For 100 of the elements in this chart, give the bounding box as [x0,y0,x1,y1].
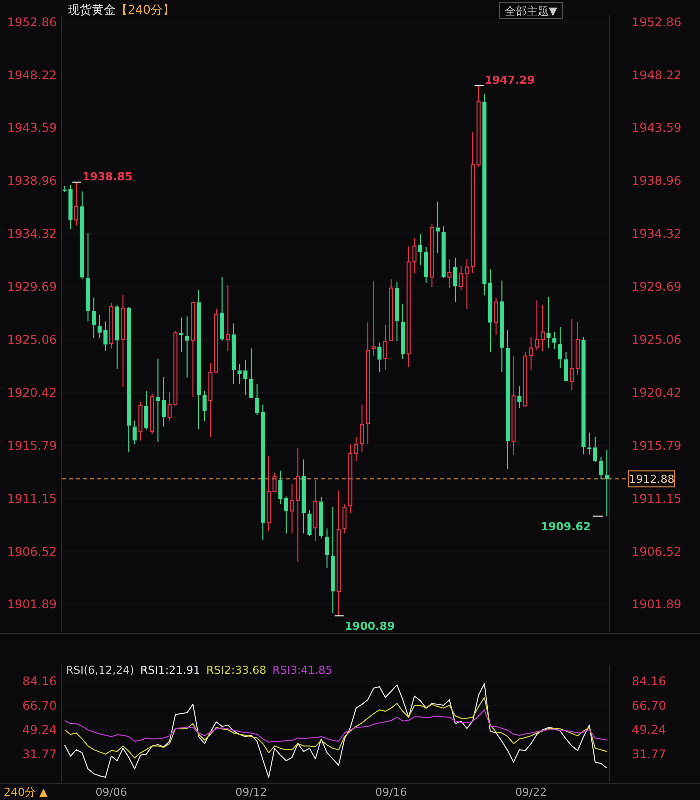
chart-subtitle: 【240分】 [116,3,175,17]
text: RSI2:33.68 [206,664,267,677]
y-tick-label: 31.77 [22,747,57,762]
y2-tick-label: 1906.52 [632,544,682,559]
candlestick [588,432,592,456]
candlestick [127,307,132,454]
candlestick [348,444,353,514]
y-tick-label: 1925.06 [7,332,57,347]
candlestick [576,322,580,376]
annotation: 1947.29 [484,74,535,87]
y-tick-label: 1934.32 [7,227,57,242]
y2-tick-label: 66.70 [632,698,666,713]
candlestick [92,297,96,339]
candlestick [424,246,428,284]
text: 240分 ▲ [4,786,48,799]
y-tick-label: 1938.96 [7,174,57,188]
candlestick [156,358,160,443]
candlestick [162,376,166,428]
y2-tick-label: 1948.22 [632,68,682,82]
candlestick [331,506,336,614]
y2-tick-label: 1901.89 [632,598,682,612]
candlestick [453,258,458,303]
candlestick [430,224,434,288]
candlestick [284,496,288,534]
ref-line-label: 1912.88 [629,473,675,486]
candlestick [121,294,126,388]
candlestick [86,232,90,322]
candlestick [384,324,388,371]
candlestick [500,280,504,373]
candlestick [540,304,545,352]
y2-tick-label: 1929.69 [632,280,682,294]
candlestick [442,226,446,279]
candlestick [115,304,120,370]
candlestick [354,436,358,462]
text: RSI1:21.91 [140,664,201,677]
candlestick [208,362,213,438]
candlestick [482,94,487,296]
annotation: 1900.89 [344,620,396,634]
candlestick [582,336,586,456]
candlestick [132,420,137,446]
candlestick [401,303,406,360]
candlestick [529,336,534,372]
candlestick [220,276,224,342]
candlestick [599,456,604,480]
candlestick [488,268,493,353]
candlestick [605,450,610,517]
chart-title: 现货黄金 [68,3,116,17]
y-tick-label: 1915.79 [7,438,57,453]
y-tick-label: 1952.86 [7,15,57,30]
y-tick-label: 1901.89 [7,598,57,612]
annotation: 1938.85 [82,170,133,184]
candlestick [512,356,516,456]
candlestick [144,390,149,430]
y2-tick-label: 1952.86 [632,15,682,30]
y2-tick-label: 1911.15 [632,492,682,506]
candlestick [278,470,283,505]
line-series [64,697,608,759]
y2-tick-label: 1925.06 [632,332,682,347]
candlestick [558,326,562,368]
candlestick [196,290,202,430]
y2-tick-label: 1943.59 [632,121,682,136]
y-tick-label: 1948.22 [7,68,57,82]
y-tick-label: 1906.52 [7,544,57,559]
y2-tick-label: 1934.32 [632,227,682,242]
candlestick [202,390,207,422]
y-tick-label: 84.16 [22,674,57,688]
y2-tick-label: 49.24 [632,723,666,738]
y2-tick-label: 31.77 [632,747,666,762]
x-tick-label: 09/22 [515,786,548,799]
candlestick [308,510,312,537]
x-tick-label: 09/06 [96,786,128,799]
candlestick [74,182,79,226]
y2-tick-label: 1920.42 [632,386,682,400]
candlestick [418,234,423,266]
y-tick-label: 1943.59 [7,121,57,136]
candlestick [366,322,370,444]
line-series [64,683,608,778]
y2-tick-label: 1938.96 [632,174,682,188]
candlestick [179,317,184,353]
candlestick [226,284,230,352]
candlestick [325,528,330,569]
text: RSI3:41.85 [272,664,333,677]
y-tick-label: 1929.69 [7,280,57,294]
candlestick [80,191,84,280]
y2-tick-label: 1915.79 [632,438,682,453]
legend-title: RSI(6,12,24) [66,664,134,677]
candlestick [518,386,522,409]
candlestick [506,330,510,470]
x-tick-label: 09/16 [376,786,408,799]
candlestick [336,490,341,617]
candlestick [378,342,382,373]
line-series [64,710,608,743]
candlestick [360,404,364,452]
x-tick-label: 09/12 [236,786,268,799]
candlestick [448,259,452,289]
candlestick [319,496,324,540]
candlestick [302,459,306,534]
candlestick [342,504,347,534]
annotation: 全部主题▼ [505,5,558,18]
y-tick-label: 49.24 [22,723,57,738]
